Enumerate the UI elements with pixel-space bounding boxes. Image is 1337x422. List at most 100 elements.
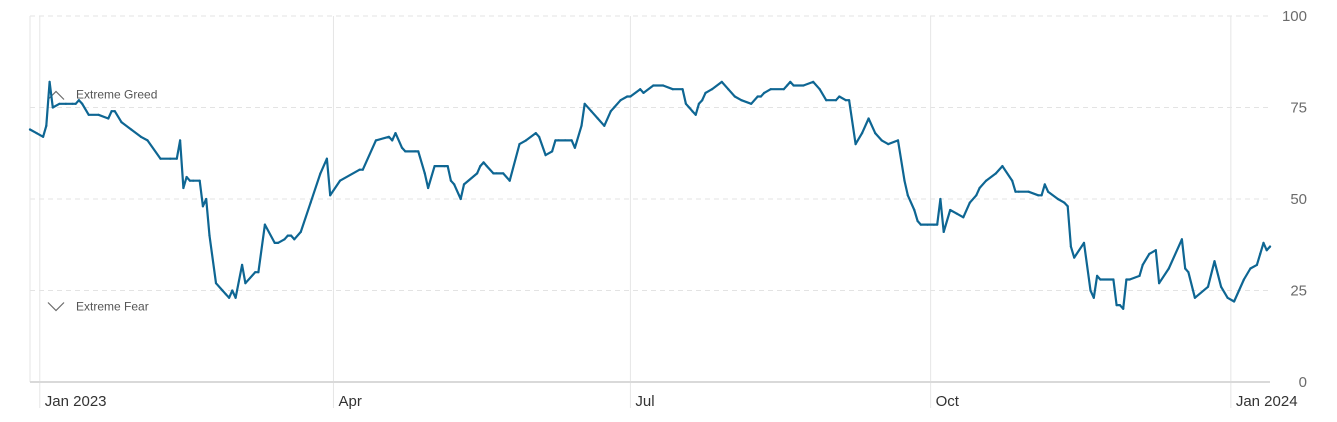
data-point-120: [733, 95, 736, 98]
data-point-66: [423, 172, 426, 175]
data-point-98: [603, 124, 606, 127]
data-point-92: [570, 139, 573, 142]
data-point-64: [414, 150, 417, 153]
data-point-1: [35, 132, 38, 135]
data-point-74: [462, 183, 466, 186]
data-point-168: [1027, 190, 1030, 193]
y-tick-label-50: 50: [1290, 191, 1307, 208]
data-point-37: [231, 289, 234, 292]
data-point-56: [358, 168, 361, 171]
data-point-189: [1138, 274, 1141, 277]
data-point-157: [955, 212, 958, 215]
data-point-172: [1047, 190, 1050, 193]
data-point-24: [179, 139, 182, 142]
data-point-134: [825, 99, 828, 102]
x-tick-label-4: Jan 2024: [1236, 393, 1298, 410]
data-point-152: [932, 223, 936, 226]
data-point-10: [77, 99, 80, 102]
data-point-205: [1249, 267, 1252, 270]
fear-greed-series-line: [28, 80, 1272, 310]
data-point-198: [1193, 296, 1196, 299]
data-point-84: [524, 139, 528, 142]
data-point-144: [887, 143, 890, 146]
data-point-104: [639, 88, 642, 91]
data-point-30: [201, 205, 204, 208]
data-point-202: [1226, 296, 1229, 299]
data-point-22: [169, 157, 172, 160]
data-point-21: [159, 157, 162, 160]
data-point-173: [1056, 197, 1059, 201]
data-point-58: [374, 139, 377, 142]
data-point-119: [727, 88, 730, 91]
chevron-down-icon: [47, 302, 65, 312]
data-point-26: [185, 175, 188, 179]
data-point-91: [564, 139, 567, 142]
data-point-41: [254, 271, 257, 274]
data-point-154: [939, 197, 942, 201]
data-point-76: [479, 165, 482, 168]
data-point-162: [985, 179, 988, 182]
data-point-186: [1122, 307, 1125, 310]
data-point-27: [188, 179, 191, 182]
vertical-gridlines: [29, 16, 1232, 408]
data-point-123: [756, 95, 759, 98]
data-point-116: [704, 91, 707, 94]
data-point-165: [1011, 179, 1014, 182]
data-point-55: [338, 179, 342, 182]
data-point-32: [208, 234, 211, 237]
data-point-182: [1099, 278, 1102, 281]
data-point-13: [97, 113, 100, 116]
data-point-114: [697, 102, 701, 105]
data-point-57: [361, 168, 364, 171]
data-point-143: [880, 139, 883, 142]
data-point-42: [257, 271, 260, 274]
data-point-52: [319, 172, 322, 175]
data-point-121: [740, 99, 743, 102]
data-point-180: [1092, 296, 1095, 299]
annotation-label-0: Extreme Greed: [76, 88, 157, 102]
y-tick-label-0: 0: [1299, 374, 1307, 391]
data-point-6: [58, 102, 61, 105]
data-point-141: [867, 117, 870, 120]
annotation-label-1: Extreme Fear: [76, 300, 149, 314]
data-point-192: [1154, 249, 1157, 252]
data-point-103: [629, 95, 632, 98]
data-point-95: [583, 102, 586, 105]
data-point-80: [495, 172, 498, 175]
data-point-28: [192, 179, 195, 182]
annotation-1: Extreme Fear: [47, 300, 149, 314]
data-point-210: [1268, 245, 1272, 248]
data-point-122: [750, 102, 753, 105]
data-point-132: [812, 80, 815, 83]
data-point-20: [146, 139, 149, 142]
data-point-188: [1128, 278, 1131, 281]
data-point-181: [1096, 274, 1099, 277]
data-point-23: [175, 157, 178, 160]
data-point-194: [1167, 267, 1170, 270]
data-point-45: [276, 241, 280, 244]
data-point-133: [818, 88, 821, 91]
data-point-136: [838, 95, 841, 98]
data-point-130: [792, 84, 795, 87]
data-point-46: [283, 238, 286, 241]
data-point-209: [1265, 249, 1268, 252]
data-point-36: [228, 296, 231, 299]
data-point-158: [962, 216, 965, 219]
data-point-38: [234, 296, 237, 299]
data-point-110: [684, 102, 688, 105]
data-point-147: [906, 194, 909, 197]
data-point-73: [459, 197, 462, 201]
data-point-16: [113, 110, 116, 113]
data-point-90: [557, 139, 560, 142]
data-point-99: [609, 110, 612, 113]
data-point-125: [763, 91, 766, 94]
data-point-183: [1112, 278, 1115, 281]
x-tick-label-1: Apr: [338, 393, 361, 410]
data-point-35: [224, 293, 227, 296]
data-point-25: [182, 186, 185, 190]
data-point-94: [580, 124, 583, 127]
data-point-70: [446, 165, 449, 168]
annotation-0: Extreme Greed: [47, 88, 157, 102]
data-point-29: [198, 179, 201, 182]
data-point-204: [1242, 278, 1245, 281]
